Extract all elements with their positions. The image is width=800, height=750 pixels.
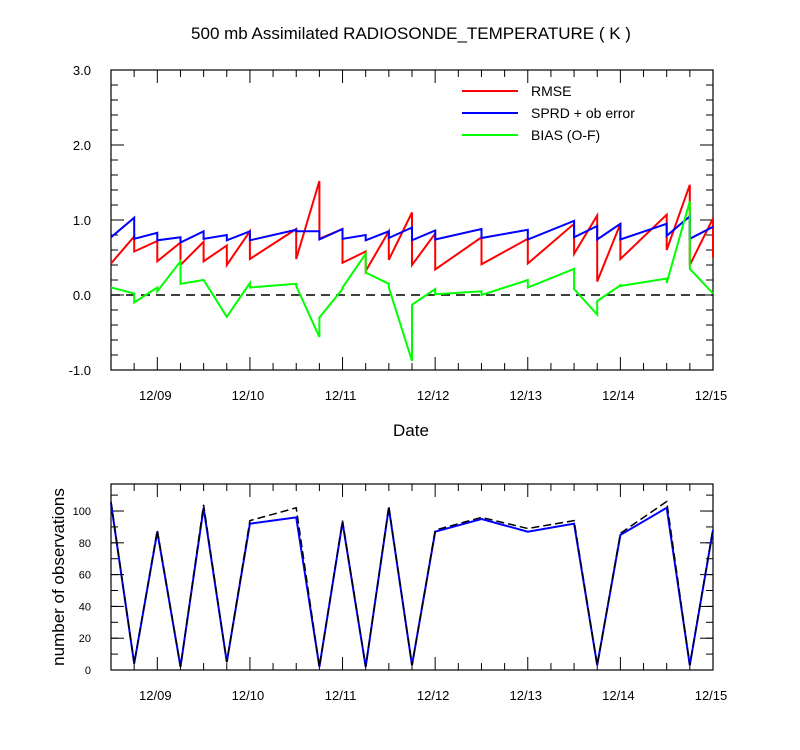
x-axis-label: Date — [393, 421, 429, 440]
legend-label: BIAS (O-F) — [531, 127, 600, 143]
x-tick-label: 12/12 — [417, 388, 450, 403]
plot-frame — [110, 483, 714, 671]
legend-label: SPRD + ob error — [531, 105, 635, 121]
y-axis-label-observations: number of observations — [49, 488, 68, 666]
x-tick-label: 12/10 — [232, 688, 265, 703]
x-tick-label: 12/14 — [602, 688, 635, 703]
x-tick-label: 12/13 — [509, 388, 542, 403]
x-tick-label: 12/09 — [139, 688, 172, 703]
chart-title: 500 mb Assimilated RADIOSONDE_TEMPERATUR… — [191, 24, 631, 43]
x-tick-label: 12/15 — [695, 688, 728, 703]
y-tick-label: 0 — [85, 665, 91, 677]
y-tick-label: 2.0 — [73, 138, 91, 153]
x-tick-label: 12/09 — [139, 388, 172, 403]
y-tick-label: 100 — [73, 506, 91, 518]
bottom-chart: 12/09 12/10 12/11 12/12 12/13 12/14 12/15 0 20 40… — [73, 483, 728, 703]
series-line-total — [110, 500, 714, 667]
legend-label: RMSE — [531, 83, 571, 99]
x-tick-label: 12/14 — [602, 388, 635, 403]
series-line-used — [110, 502, 714, 667]
x-tick-label: 12/11 — [325, 688, 357, 703]
y-tick-label: 80 — [79, 538, 91, 550]
x-tick-label: 12/15 — [695, 388, 728, 403]
y-tick-label: 20 — [79, 633, 91, 645]
x-tick-label: 12/11 — [325, 388, 357, 403]
y-tick-label: -1.0 — [69, 363, 91, 378]
y-tick-label: 40 — [79, 601, 91, 613]
x-tick-label: 12/10 — [232, 388, 265, 403]
top-chart: 12/09 12/10 12/11 12/12 12/13 12/14 12/15 -1.0 0… — [69, 63, 728, 403]
series-line-bias-o-f — [110, 201, 714, 362]
y-tick-label: 1.0 — [73, 213, 91, 228]
y-tick-label: 0.0 — [73, 288, 91, 303]
y-tick-label: 60 — [79, 570, 91, 582]
series-line-sprd-ob-error — [110, 214, 714, 245]
x-tick-label: 12/13 — [509, 688, 542, 703]
y-tick-label: 3.0 — [73, 63, 91, 78]
x-tick-label: 12/12 — [417, 688, 450, 703]
